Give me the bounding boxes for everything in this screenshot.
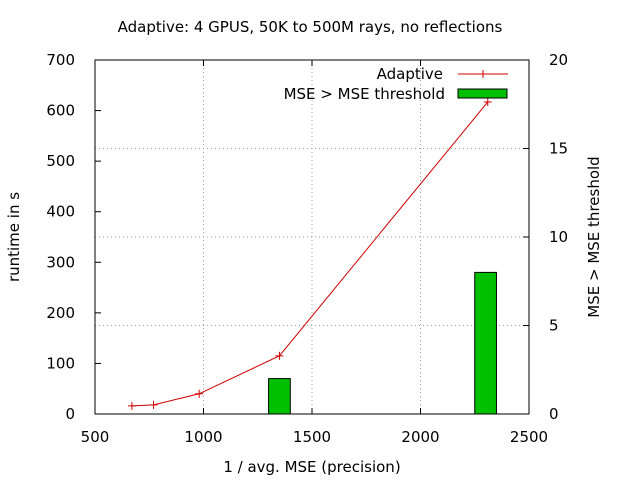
axis-ticks: 500 1000 1500 2000 2500010020030040050060070… <box>46 51 568 446</box>
adaptive-point-3 <box>275 351 284 360</box>
legend-swatch-mse <box>457 88 508 99</box>
adaptive-point-1 <box>149 400 158 409</box>
y2-axis-label: MSE > MSE threshold <box>585 156 603 317</box>
grid <box>95 60 529 414</box>
x-tick-label: 1500 <box>293 428 331 446</box>
y-tick-label: 300 <box>46 253 75 271</box>
legend: Adaptive MSE > MSE threshold <box>284 65 508 103</box>
bar-mse-0 <box>268 378 291 415</box>
legend-label-mse: MSE > MSE threshold <box>284 85 445 103</box>
x-tick-label: 2000 <box>401 428 439 446</box>
y-tick-label: 200 <box>46 304 75 322</box>
legend-marker-cross <box>479 70 487 78</box>
legend-label-adaptive: Adaptive <box>377 65 443 83</box>
y-tick-label: 700 <box>46 51 75 69</box>
adaptive-point-2 <box>195 389 204 398</box>
bar-mse-1 <box>474 271 497 415</box>
adaptive-line <box>131 101 489 407</box>
x-axis-label: 1 / avg. MSE (precision) <box>223 458 400 476</box>
y2-tick-label: 5 <box>549 317 559 335</box>
y2-tick-label: 20 <box>549 51 568 69</box>
y-tick-label: 600 <box>46 102 75 120</box>
x-tick-label: 2500 <box>510 428 548 446</box>
y-tick-label: 400 <box>46 203 75 221</box>
x-tick-label: 1000 <box>184 428 222 446</box>
y-axis-label: runtime in s <box>5 192 23 282</box>
y-tick-label: 100 <box>46 354 75 372</box>
y-tick-label: 500 <box>46 152 75 170</box>
adaptive-point-0 <box>127 401 136 410</box>
chart-title: Adaptive: 4 GPUS, 50K to 500M rays, no r… <box>118 18 503 36</box>
legend-marker-adaptive <box>479 70 487 78</box>
bar-series <box>268 271 497 415</box>
x-tick-label: 500 <box>81 428 110 446</box>
y2-tick-label: 0 <box>549 405 559 423</box>
y-tick-label: 0 <box>65 405 75 423</box>
line-series <box>127 97 492 410</box>
y2-tick-label: 10 <box>549 228 568 246</box>
y2-tick-label: 15 <box>549 140 568 158</box>
adaptive-point-4 <box>483 97 492 106</box>
